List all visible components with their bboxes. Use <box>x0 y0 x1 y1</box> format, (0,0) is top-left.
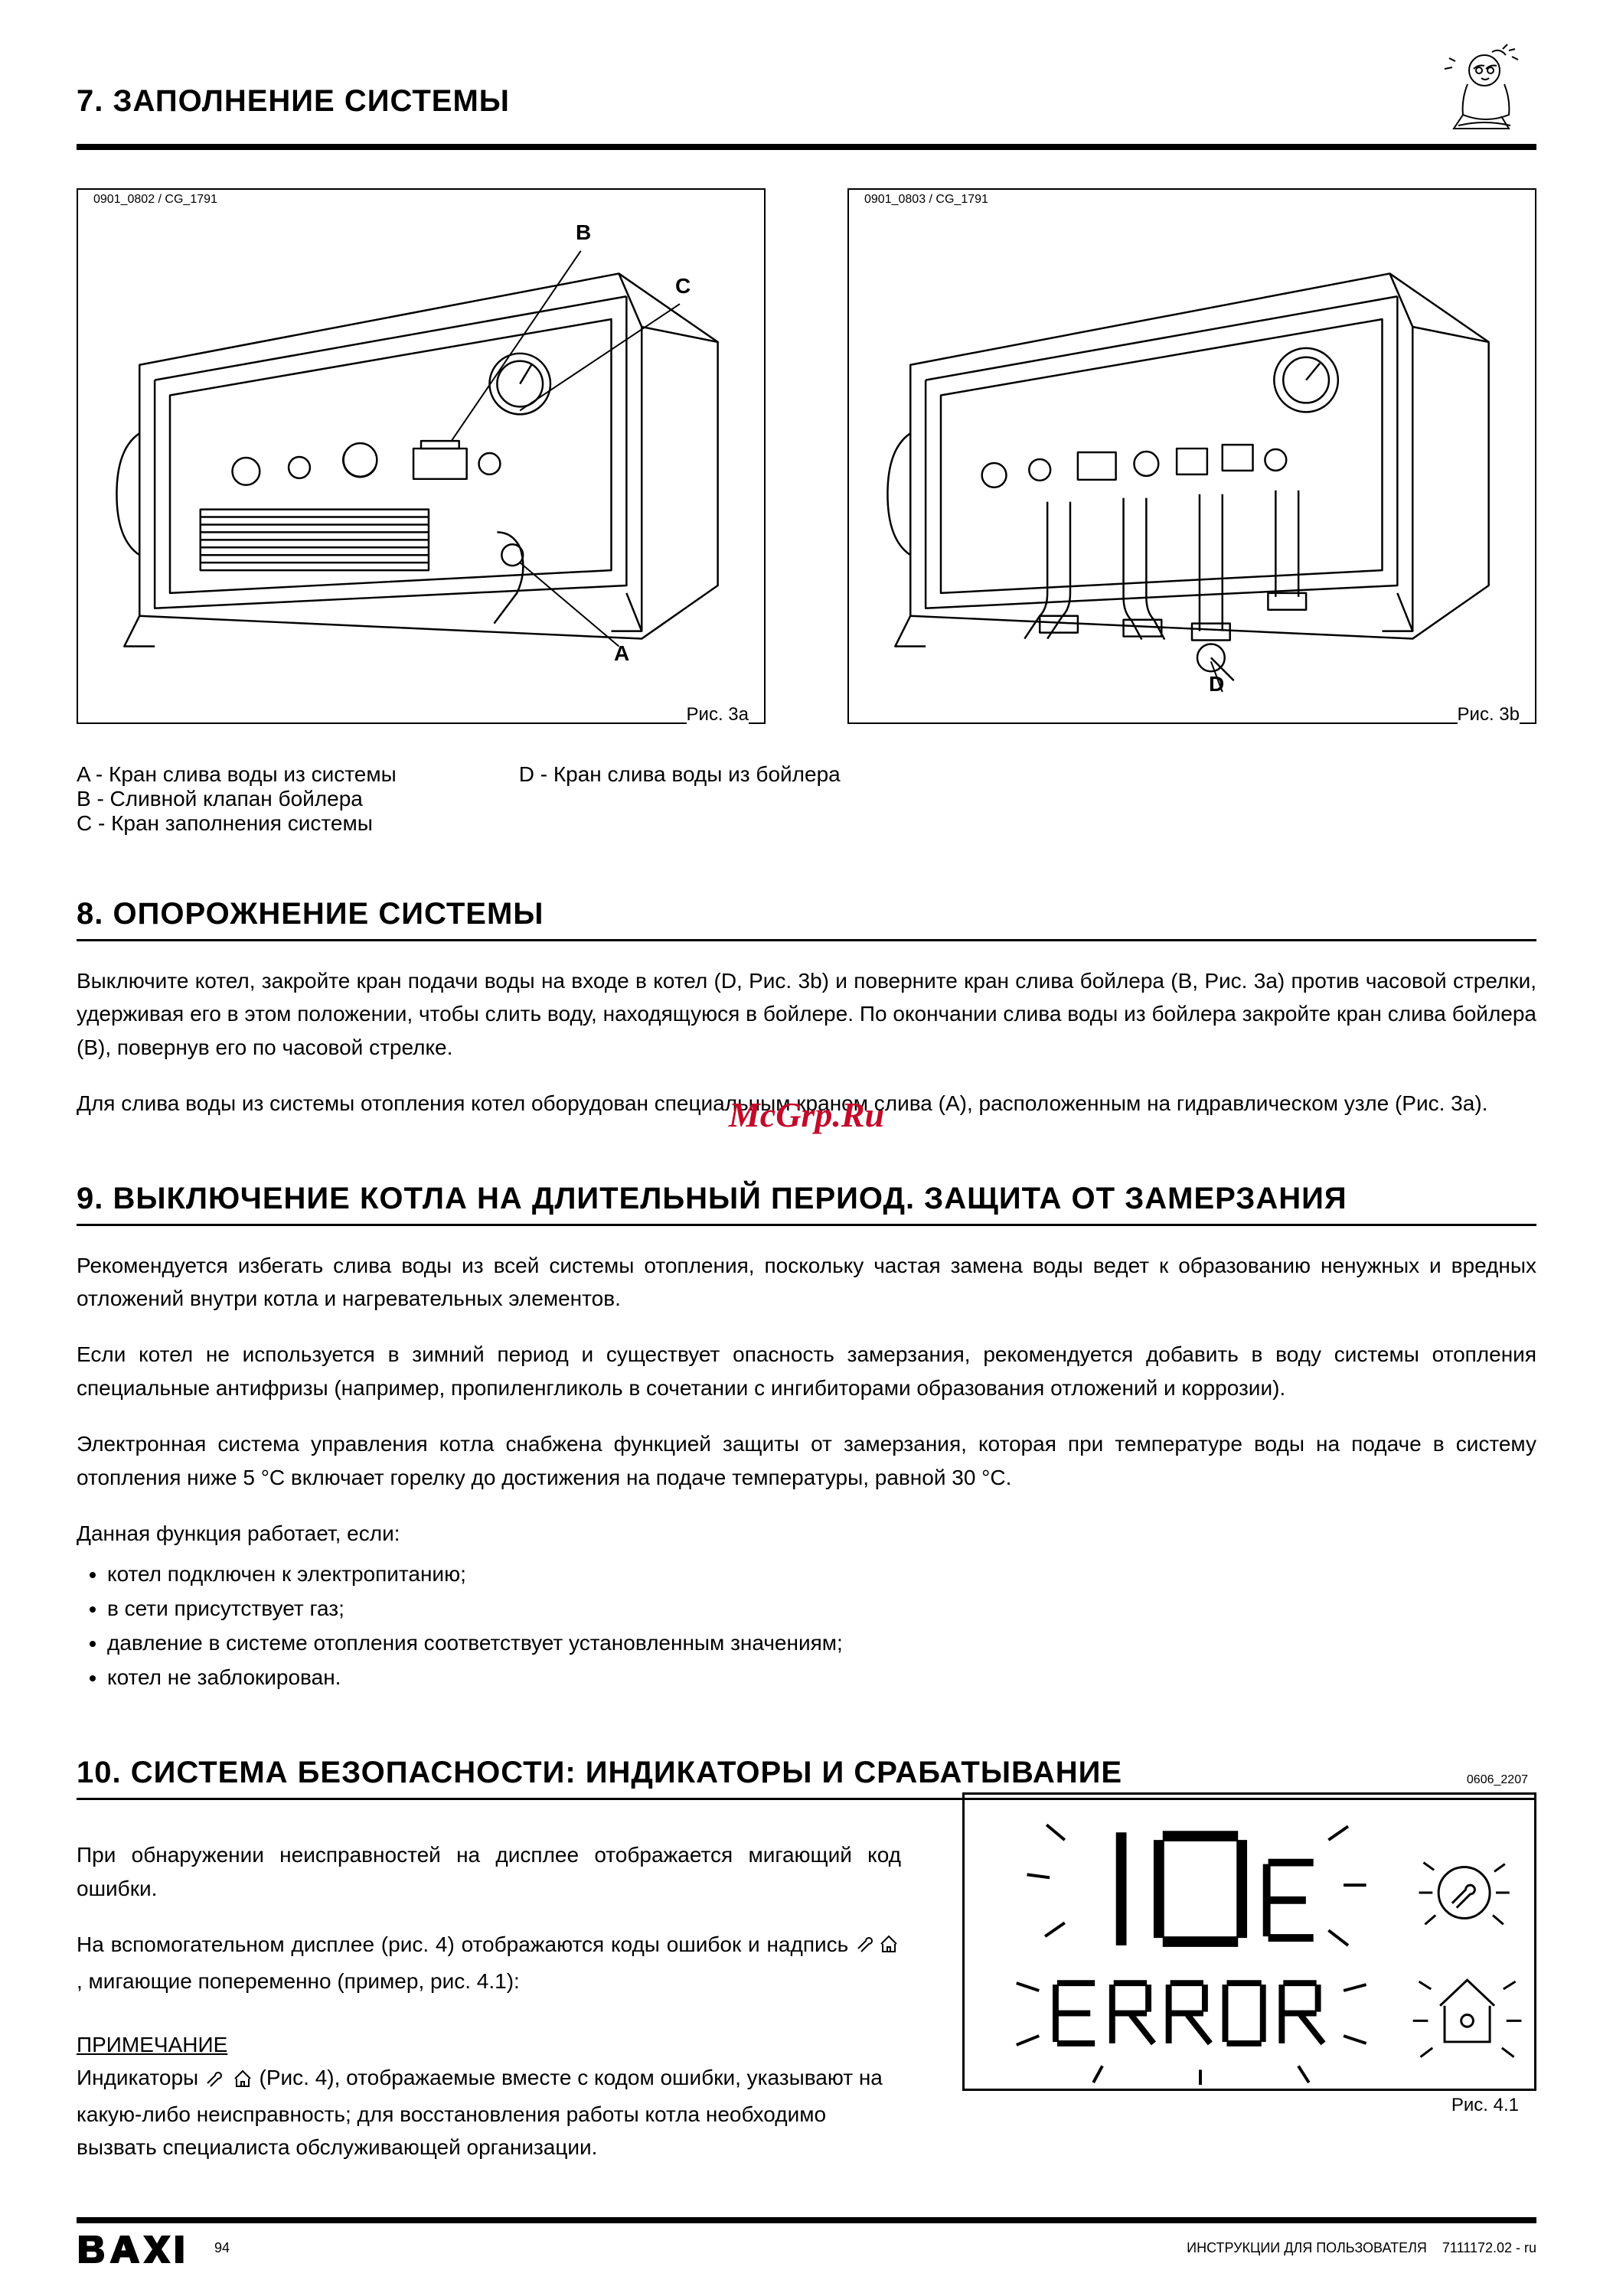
legend-c: C - Кран заполнения системы <box>77 811 397 836</box>
section-10-heading: 10. СИСТЕМА БЕЗОПАСНОСТИ: ИНДИКАТОРЫ И С… <box>77 1756 1536 1790</box>
page-footer: 94 ИНСТРУКЦИИ ДЛЯ ПОЛЬЗОВАТЕЛЯ 7111172.0… <box>77 2210 1536 2265</box>
figure-number: Рис. 3b <box>1458 704 1520 726</box>
fig-code: 0901_0802 / CG_1791 <box>93 193 217 207</box>
baxi-logo <box>77 2231 191 2265</box>
label-b: B <box>576 220 591 245</box>
section-9-p1: Рекомендуется избегать слива воды из все… <box>77 1249 1536 1316</box>
list-item: в сети присутствует газ; <box>107 1592 1536 1626</box>
section-10-p2: На вспомогательном дисплее (рис. 4) отоб… <box>77 1928 901 1998</box>
note-title: ПРИМЕЧАНИЕ <box>77 2028 901 2061</box>
list-item: котел подключен к электропитанию; <box>107 1557 1536 1592</box>
section-8-p1: Выключите котел, закройте кран подачи во… <box>77 964 1536 1064</box>
legend-b: B - Сливной клапан бойлера <box>77 787 397 811</box>
lcd-error-display: 0606_2207 <box>962 1792 1536 2091</box>
fig-code: 0901_0803 / CG_1791 <box>864 193 988 207</box>
figure-3b: 0901_0803 / CG_1791 D <box>847 188 1536 724</box>
section-8-p2: Для слива воды из системы отопления коте… <box>77 1087 1536 1120</box>
section-9-heading: 9. ВЫКЛЮЧЕНИЕ КОТЛА НА ДЛИТЕЛЬНЫЙ ПЕРИОД… <box>77 1182 1536 1216</box>
label-a: A <box>614 641 629 666</box>
label-d: D <box>1209 672 1224 696</box>
section-9-list: котел подключен к электропитанию; в сети… <box>107 1557 1536 1694</box>
house-icon <box>232 2064 253 2097</box>
figure-number: Рис. 4.1 <box>1451 2095 1519 2116</box>
section-rule <box>77 1224 1536 1226</box>
boiler-diagram-b <box>864 205 1520 707</box>
note-text: Индикаторы (Рис. 4), отображаемые вместе… <box>77 2061 901 2164</box>
footer-title: ИНСТРУКЦИИ ДЛЯ ПОЛЬЗОВАТЕЛЯ 7111172.02 -… <box>1187 2240 1536 2256</box>
legend-a: A - Кран слива воды из системы <box>77 762 397 787</box>
wrench-house-icon <box>855 1931 901 1964</box>
section-title: 7. ЗАПОЛНЕНИЕ СИСТЕМЫ <box>77 38 510 119</box>
section-rule <box>77 939 1536 941</box>
header-rule <box>77 144 1536 150</box>
section-9-p2: Если котел не используется в зимний пери… <box>77 1338 1536 1404</box>
list-item: котел не заблокирован. <box>107 1661 1536 1695</box>
figure-3a: 0901_0802 / CG_1791 B C A <box>77 188 766 724</box>
legend-d: D - Кран слива воды из бойлера <box>519 762 841 787</box>
reader-cartoon-icon <box>1437 38 1536 138</box>
section-9-p3: Электронная система управления котла сна… <box>77 1427 1536 1494</box>
section-9-p4: Данная функция работает, если: <box>77 1517 1536 1550</box>
footer-rule <box>77 2217 1536 2223</box>
section-10-p1: При обнаружении неисправностей на диспле… <box>77 1838 901 1905</box>
figure-number: Рис. 3a <box>687 704 749 726</box>
section-8-heading: 8. ОПОРОЖНЕНИЕ СИСТЕМЫ <box>77 897 1536 931</box>
wrench-icon <box>204 2064 226 2097</box>
label-c: C <box>675 274 691 298</box>
boiler-diagram-a <box>93 205 749 707</box>
list-item: давление в системе отопления соответству… <box>107 1626 1536 1661</box>
page-number: 94 <box>214 2240 230 2256</box>
fig-code: 0606_2207 <box>1467 1773 1528 1787</box>
note-block: ПРИМЕЧАНИЕ Индикаторы (Рис. 4), отобража… <box>77 2028 901 2164</box>
